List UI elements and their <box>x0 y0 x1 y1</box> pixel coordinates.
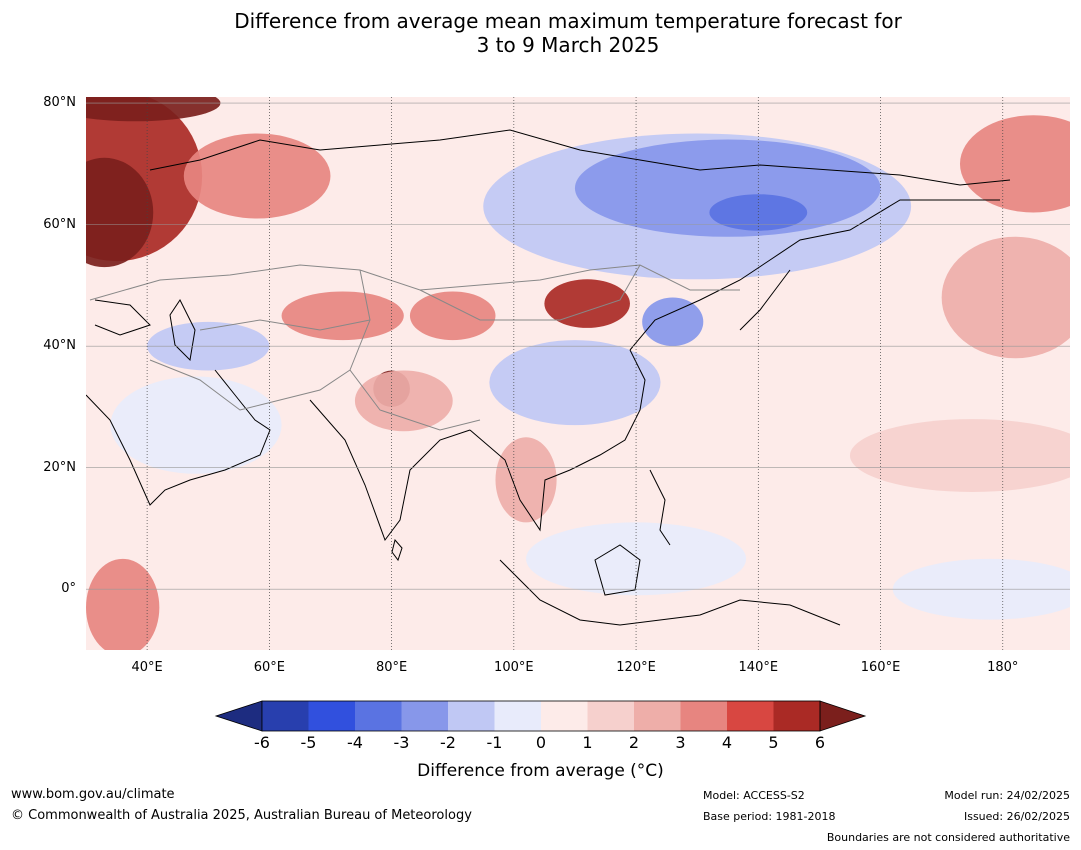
coastline-africa-arabia <box>86 369 271 506</box>
lon-tick-label: 60°E <box>253 660 285 675</box>
coastline-southeast-asia <box>469 349 646 532</box>
lat-tick-label: 0° <box>61 581 76 597</box>
colorbar-segment <box>401 701 449 731</box>
colorbar-tick-label: 0 <box>535 733 547 752</box>
coastline-india <box>309 399 471 542</box>
anomaly-map <box>86 97 1070 650</box>
colorbar-over-arrow <box>819 700 867 732</box>
title-line-1: Difference from average mean maximum tem… <box>234 9 902 33</box>
border-central-asia <box>199 319 371 331</box>
anomaly-siberia-cold-deep <box>709 194 808 231</box>
coastline-east-asia <box>629 199 1000 351</box>
lat-tick-label: 20°N <box>43 459 76 475</box>
coastline-black-sea <box>94 299 151 336</box>
border-layer <box>89 264 740 431</box>
colorbar-segment <box>727 701 774 731</box>
anomaly-china-cold <box>489 340 661 426</box>
coastline-philippines <box>649 469 671 546</box>
anomaly-layer <box>86 97 1070 650</box>
footer-copyright: © Commonwealth of Australia 2025, Austra… <box>11 808 472 823</box>
title-line-2: 3 to 9 March 2025 <box>476 33 660 57</box>
colorbar-tick-label: 6 <box>814 733 826 752</box>
graticule <box>86 97 1070 650</box>
border-middle-east <box>149 359 351 411</box>
colorbar-tick-label: 5 <box>768 733 779 752</box>
lon-tick-label: 40°E <box>131 660 163 675</box>
anomaly-bering-warm <box>960 115 1070 213</box>
colorbar-segment <box>308 701 356 731</box>
coastline-sri-lanka <box>391 538 403 562</box>
border-russia-south <box>89 264 740 301</box>
colorbar-segment <box>680 701 728 731</box>
anomaly-mongolia-warm <box>544 279 630 328</box>
colorbar-tick-label: 3 <box>675 733 686 752</box>
colorbar-tick-label: 1 <box>582 733 593 752</box>
lat-tick-label: 40°N <box>43 338 76 354</box>
colorbar-segment <box>773 701 821 731</box>
colorbar-segment <box>541 701 588 731</box>
colorbar-segment <box>587 701 635 731</box>
footer-model-run: Model run: 24/02/2025 <box>944 789 1070 802</box>
lon-tick-label: 180° <box>987 660 1019 675</box>
colorbar-segment <box>262 701 309 731</box>
lat-tick-label: 80°N <box>43 95 76 111</box>
colorbar-segment <box>448 701 495 731</box>
colorbar-segments <box>214 700 867 732</box>
chart-title: Difference from average mean maximum tem… <box>0 9 1081 57</box>
map-panel: 80°N 60°N 40°N 20°N 0° 40°E 60°E 80°E 100°E 120°… <box>43 95 1070 675</box>
colorbar-tick-label: -6 <box>254 733 270 752</box>
anomaly-indonesia-cool <box>526 522 747 596</box>
coastline-indonesia <box>499 559 841 626</box>
footer-base-period: Base period: 1981-2018 <box>703 810 836 823</box>
anomaly-indochina-warm <box>495 437 557 523</box>
colorbar-segment <box>494 701 542 731</box>
footer-url: www.bom.gov.au/climate <box>11 787 175 802</box>
coastline-japan <box>739 269 791 331</box>
colorbar-frame <box>261 700 821 732</box>
colorbar-label: Difference from average (°C) <box>417 761 664 781</box>
lon-tick-label: 160°E <box>860 660 901 675</box>
footer-issued: Issued: 26/02/2025 <box>963 810 1070 823</box>
lon-tick-label: 140°E <box>738 660 779 675</box>
colorbar-tick-label: -5 <box>300 733 317 752</box>
anomaly-manchuria-cold <box>642 297 704 347</box>
footer-disclaimer: Boundaries are not considered authoritat… <box>826 831 1070 844</box>
border-china-west <box>349 269 481 431</box>
lat-tick-label: 60°N <box>43 216 76 232</box>
anomaly-nw-pacific-warm <box>941 236 1070 359</box>
footer-model: Model: ACCESS-S2 <box>703 789 805 802</box>
anomaly-tibet-warm-ring <box>354 370 453 432</box>
anomaly-west-siberia-warm-core <box>86 157 154 268</box>
coastline-arctic <box>149 129 1011 186</box>
colorbar-tick-label: 4 <box>721 733 733 752</box>
anomaly-central-asia-warm <box>281 291 404 341</box>
colorbar-segment <box>634 701 681 731</box>
colorbar-tick-label: -2 <box>440 733 456 752</box>
lon-tick-label: 100°E <box>494 660 534 675</box>
colorbar-tick-label: 2 <box>628 733 640 752</box>
anomaly-pacific-warm <box>850 419 1070 492</box>
colorbar <box>214 700 867 732</box>
colorbar-tick-label: -4 <box>347 733 363 752</box>
lon-tick-label: 80°E <box>375 660 408 675</box>
anomaly-urals-warm <box>183 133 331 219</box>
anomaly-arabia-cool <box>110 376 282 474</box>
coastline-caspian <box>169 299 196 362</box>
border-mongolia <box>419 264 641 321</box>
lon-tick-label: 120°E <box>616 660 656 675</box>
colorbar-tick-label: -3 <box>393 733 410 752</box>
colorbar-tick-label: -1 <box>486 733 503 752</box>
anomaly-xinjiang-warm <box>409 291 496 341</box>
colorbar-segment <box>355 701 402 731</box>
anomaly-africa-warm <box>86 558 160 650</box>
colorbar-under-arrow <box>214 700 263 732</box>
